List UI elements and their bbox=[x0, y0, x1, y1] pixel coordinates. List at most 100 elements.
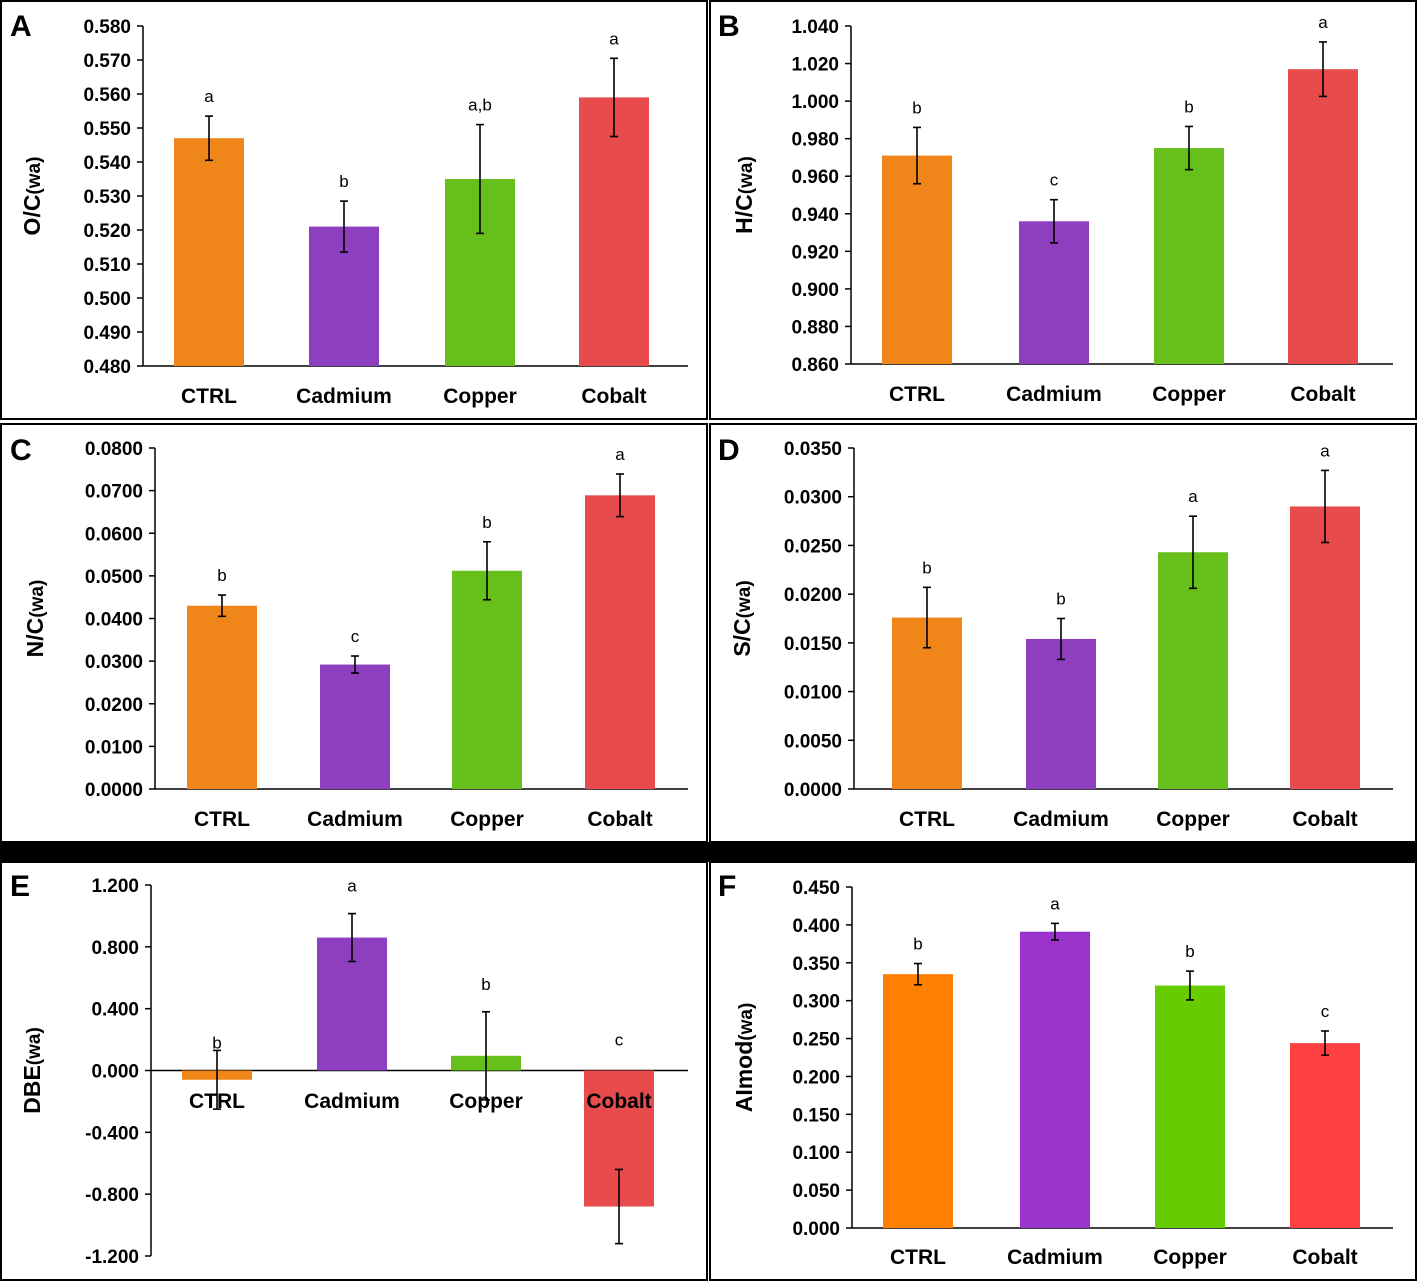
bar-cobalt bbox=[579, 97, 649, 366]
y-tick-label: 0.980 bbox=[791, 130, 839, 151]
bar-cadmium bbox=[320, 665, 390, 789]
category-label: Cadmium bbox=[296, 385, 392, 408]
category-label: CTRL bbox=[194, 808, 250, 831]
y-tick-label: 0.300 bbox=[792, 992, 840, 1013]
bar-ctrl bbox=[174, 138, 244, 366]
y-tick-label: 1.040 bbox=[791, 17, 839, 38]
y-tick-label: 0.540 bbox=[83, 153, 131, 174]
significance-label: b bbox=[482, 513, 491, 532]
y-tick-label: 0.000 bbox=[792, 1219, 840, 1240]
panel-letter: B bbox=[718, 10, 740, 43]
category-label: Cobalt bbox=[1292, 808, 1357, 831]
y-tick-label: 0.960 bbox=[791, 167, 839, 188]
y-tick-label: 0.050 bbox=[792, 1181, 840, 1202]
panel-e: E-1.200-0.800-0.4000.0000.4000.8001.200D… bbox=[1, 862, 707, 1280]
y-tick-label: 0.100 bbox=[792, 1143, 840, 1164]
panel-a: A0.4800.4900.5000.5100.5200.5300.5400.55… bbox=[1, 1, 707, 419]
y-tick-label: 0.0000 bbox=[784, 780, 842, 801]
significance-label: b bbox=[922, 558, 931, 577]
significance-label: b bbox=[1056, 590, 1065, 609]
significance-label: a,b bbox=[468, 96, 492, 115]
bar-cadmium bbox=[1026, 639, 1096, 789]
category-label: Cadmium bbox=[1013, 808, 1109, 831]
bar-copper bbox=[452, 571, 522, 789]
y-tick-label: 0.0150 bbox=[784, 634, 842, 655]
bar-cobalt bbox=[1290, 1043, 1360, 1228]
y-tick-label: -0.800 bbox=[85, 1185, 139, 1206]
significance-label: b bbox=[217, 566, 226, 585]
panel-b: B 0.860 0.880 0.900 0.920 0.940 0.960 0.980 1.00… bbox=[710, 1, 1416, 419]
bar-cobalt bbox=[1288, 69, 1358, 364]
significance-label: a bbox=[615, 445, 625, 464]
bar-ctrl bbox=[882, 156, 952, 364]
y-tick-label: 0.0100 bbox=[85, 737, 143, 758]
significance-label: a bbox=[204, 87, 214, 106]
bar-cobalt bbox=[1290, 506, 1360, 789]
significance-label: b bbox=[912, 98, 921, 117]
significance-label: b bbox=[212, 1034, 221, 1053]
y-tick-label: 0.880 bbox=[791, 317, 839, 338]
category-label: Copper bbox=[443, 385, 517, 408]
panel-f: F 0.000 0.050 0.100 0.150 0.200 0.250 0.300 0.35… bbox=[710, 862, 1416, 1280]
y-tick-label: 0.800 bbox=[91, 938, 139, 959]
category-label: CTRL bbox=[889, 383, 945, 406]
panel-letter: E bbox=[10, 870, 30, 903]
y-tick-label: 0.560 bbox=[83, 85, 131, 106]
category-label: CTRL bbox=[890, 1246, 946, 1269]
y-tick-label: 0.450 bbox=[792, 878, 840, 899]
y-tick-label: 0.150 bbox=[792, 1105, 840, 1126]
category-label: Cobalt bbox=[581, 385, 646, 408]
bar-cobalt bbox=[585, 495, 655, 789]
significance-label: a bbox=[1050, 894, 1060, 913]
y-tick-label: 0.550 bbox=[83, 119, 131, 140]
significance-label: c bbox=[615, 1031, 624, 1050]
significance-label: b bbox=[481, 975, 490, 994]
y-tick-label: 0.580 bbox=[83, 17, 131, 38]
y-tick-label: 0.0700 bbox=[85, 482, 143, 503]
significance-label: a bbox=[1320, 441, 1330, 460]
panel-letter: D bbox=[718, 434, 740, 467]
panel-letter: F bbox=[718, 870, 736, 903]
category-label: Copper bbox=[1156, 808, 1230, 831]
significance-label: c bbox=[1050, 171, 1059, 190]
category-label: CTRL bbox=[189, 1090, 245, 1113]
category-label: Copper bbox=[1153, 1246, 1227, 1269]
y-tick-label: 0.0250 bbox=[784, 536, 842, 557]
category-label: CTRL bbox=[899, 808, 955, 831]
significance-label: a bbox=[1188, 487, 1198, 506]
y-tick-label: 0.000 bbox=[91, 1062, 139, 1083]
y-tick-label: 0.520 bbox=[83, 221, 131, 242]
significance-label: c bbox=[1321, 1002, 1330, 1021]
significance-label: a bbox=[1318, 13, 1328, 32]
panel-letter: A bbox=[10, 10, 32, 43]
y-tick-label: 0.0350 bbox=[784, 439, 842, 460]
y-tick-label: 0.0200 bbox=[85, 695, 143, 716]
y-tick-label: 0.480 bbox=[83, 357, 131, 378]
y-tick-label: 0.0300 bbox=[85, 652, 143, 673]
y-tick-label: -0.400 bbox=[85, 1123, 139, 1144]
significance-label: b bbox=[1185, 942, 1194, 961]
significance-label: a bbox=[609, 29, 619, 48]
category-label: Copper bbox=[1152, 383, 1226, 406]
y-tick-label: 0.530 bbox=[83, 187, 131, 208]
figure: A0.4800.4900.5000.5100.5200.5300.5400.55… bbox=[0, 0, 1417, 1281]
category-label: Copper bbox=[450, 808, 524, 831]
y-tick-label: 0.0050 bbox=[784, 731, 842, 752]
significance-label: a bbox=[347, 877, 357, 896]
category-label: CTRL bbox=[181, 385, 237, 408]
y-tick-label: 1.020 bbox=[791, 55, 839, 76]
significance-label: c bbox=[351, 627, 360, 646]
y-tick-label: 0.0100 bbox=[784, 683, 842, 704]
y-tick-label: 0.350 bbox=[792, 954, 840, 975]
y-tick-label: 0.0200 bbox=[784, 585, 842, 606]
category-label: Cadmium bbox=[304, 1090, 400, 1113]
y-tick-label: 0.0400 bbox=[85, 610, 143, 631]
y-tick-label: 0.200 bbox=[792, 1067, 840, 1088]
y-tick-label: 0.0000 bbox=[85, 780, 143, 801]
category-label: Cobalt bbox=[587, 808, 652, 831]
panel-d: D 0.0000 0.0050 0.0100 0.0150 0.0200 0.0250 0.0… bbox=[710, 424, 1416, 842]
y-tick-label: 0.900 bbox=[791, 280, 839, 301]
y-tick-label: 0.0300 bbox=[784, 488, 842, 509]
y-tick-label: 0.860 bbox=[791, 355, 839, 376]
y-tick-label: 0.500 bbox=[83, 289, 131, 310]
